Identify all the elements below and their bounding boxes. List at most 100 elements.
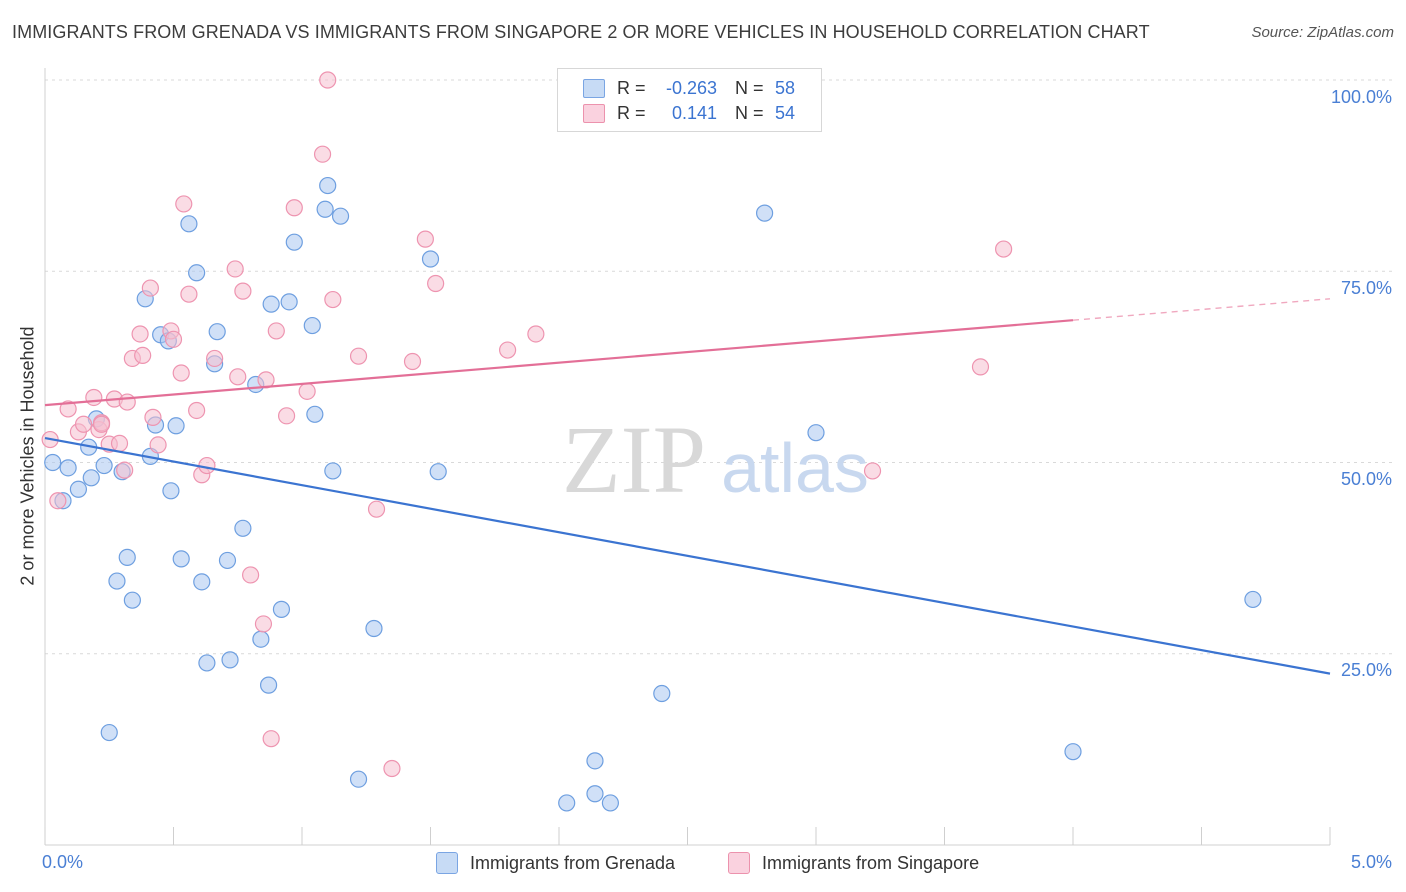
data-point	[319, 71, 337, 89]
legend-r-value: -0.263	[665, 77, 717, 98]
legend-item-singapore[interactable]: Immigrants from Singapore	[728, 852, 979, 874]
data-point	[162, 482, 180, 500]
data-point	[349, 770, 368, 788]
legend-label-grenada: Immigrants from Grenada	[470, 852, 676, 873]
x-tick-label: 0.0%	[42, 852, 84, 872]
data-point	[118, 548, 136, 566]
legend-swatch-grenada	[583, 78, 605, 98]
data-point	[298, 382, 316, 400]
series-grenada-points	[44, 176, 1262, 812]
data-point	[403, 352, 422, 371]
data-point	[262, 730, 280, 748]
data-point	[108, 572, 126, 590]
data-point	[1064, 743, 1082, 761]
data-point	[267, 322, 285, 340]
data-point	[193, 573, 211, 591]
data-point	[277, 407, 296, 425]
data-point	[242, 566, 260, 584]
data-point	[134, 346, 152, 364]
data-point	[319, 176, 337, 195]
legend-label-singapore: Immigrants from Singapore	[762, 852, 980, 873]
data-point	[252, 630, 270, 648]
legend-n-value: 58	[775, 77, 796, 98]
data-point	[44, 453, 62, 472]
data-point	[188, 264, 206, 282]
data-point	[971, 358, 990, 376]
legend-swatch-singapore	[583, 103, 605, 123]
watermark-atlas: atlas	[721, 429, 869, 507]
legend-r-label: R =	[617, 77, 646, 98]
trend-line-singapore-extension	[1072, 298, 1331, 321]
data-point	[180, 215, 198, 233]
data-point	[324, 290, 342, 309]
data-point	[180, 285, 198, 303]
data-point	[303, 316, 321, 335]
data-point	[234, 519, 252, 537]
data-point	[92, 415, 111, 433]
legend-r-value: 0.141	[671, 102, 717, 123]
data-point	[365, 619, 383, 638]
series-legend: Immigrants from Grenada Immigrants from …	[0, 852, 1406, 876]
data-point	[331, 207, 350, 225]
data-point	[172, 364, 190, 382]
y-axis-title: 2 or more Vehicles in Household	[17, 326, 38, 586]
data-point	[429, 463, 447, 481]
data-point	[259, 676, 278, 694]
data-point	[316, 200, 334, 218]
source-label: Source: ZipAtlas.com	[1251, 24, 1394, 41]
legend-n-label: N =	[735, 77, 764, 98]
data-point	[586, 785, 604, 803]
data-point	[421, 250, 440, 268]
data-point	[226, 260, 244, 278]
data-point	[198, 456, 216, 475]
data-point	[367, 500, 386, 518]
data-point	[131, 325, 149, 343]
data-point	[324, 462, 342, 480]
data-point	[427, 274, 445, 293]
data-point	[416, 230, 434, 248]
data-point	[653, 684, 671, 703]
data-point	[221, 651, 239, 669]
data-point	[110, 434, 129, 452]
data-point	[995, 240, 1013, 258]
data-point	[82, 469, 100, 487]
data-point	[807, 424, 825, 442]
data-point	[116, 461, 134, 479]
data-point	[144, 408, 162, 426]
data-point	[172, 550, 190, 568]
legend-r-label: R =	[617, 102, 646, 123]
data-point	[141, 279, 159, 297]
trend-line-singapore	[44, 319, 1074, 407]
stats-legend: R = -0.263 N = 58 R = 0.141 N = 54	[557, 68, 822, 132]
series-singapore-points	[41, 71, 1013, 778]
legend-item-grenada[interactable]: Immigrants from Grenada	[436, 852, 675, 874]
trend-lines	[44, 298, 1331, 675]
data-point	[1244, 590, 1262, 609]
data-point	[49, 492, 67, 510]
y-tick-label: 25.0%	[1340, 660, 1392, 680]
watermark: ZIP atlas	[562, 406, 869, 513]
data-point	[59, 400, 77, 418]
data-point	[100, 723, 118, 742]
data-point	[206, 349, 224, 368]
data-point	[285, 199, 303, 217]
data-point	[149, 436, 167, 454]
data-point	[601, 794, 620, 812]
y-tick-label: 100.0%	[1330, 87, 1392, 107]
legend-row-grenada: R = -0.263 N = 58	[583, 76, 795, 100]
data-point	[118, 393, 136, 411]
data-point	[74, 415, 93, 433]
data-point	[499, 341, 517, 359]
y-tick-label: 50.0%	[1340, 469, 1392, 489]
legend-swatch-singapore	[728, 852, 750, 874]
data-point	[272, 600, 291, 618]
data-point	[285, 233, 303, 251]
data-point	[167, 417, 185, 435]
data-point	[85, 388, 103, 407]
data-point	[527, 325, 545, 343]
chart-title: IMMIGRANTS FROM GRENADA VS IMMIGRANTS FR…	[12, 22, 1150, 42]
legend-swatch-grenada	[436, 852, 458, 874]
legend-n-value: 54	[775, 102, 796, 123]
data-point	[198, 654, 216, 672]
watermark-zip: ZIP	[562, 406, 706, 513]
